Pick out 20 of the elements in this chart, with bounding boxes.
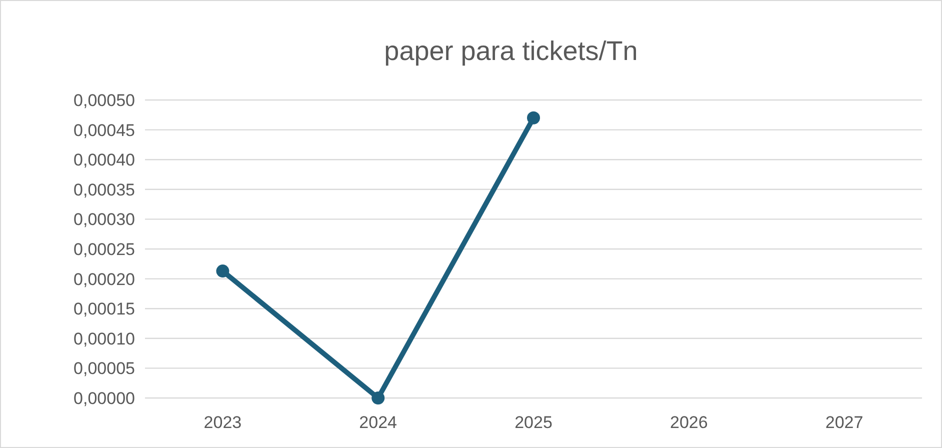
point [527,111,540,124]
chart-title: paper para tickets/Tn [384,36,638,66]
y-tick-label: 0,00040 [74,150,135,170]
y-tick-label: 0,00035 [74,180,135,200]
y-tick-label: 0,00015 [74,300,135,319]
y-tick-label: 0,00020 [74,270,135,289]
point [216,264,230,278]
y-tick-label: 0,00000 [74,388,135,408]
y-tick-label: 0,00030 [74,210,135,230]
y-tick-label: 0,00050 [74,90,135,110]
x-tick-label: 2024 [359,413,398,432]
x-tick-label: 2023 [204,413,242,432]
y-tick-label: 0,00045 [74,120,135,140]
y-tick-label: 0,00010 [74,329,135,348]
x-tick-label: 2026 [670,413,708,432]
x-tick-label: 2027 [825,413,864,432]
point [372,392,385,404]
y-tick-label: 0,00025 [74,240,135,259]
y-tick-label: 0,00005 [74,359,135,378]
x-tick-label: 2025 [514,413,552,432]
